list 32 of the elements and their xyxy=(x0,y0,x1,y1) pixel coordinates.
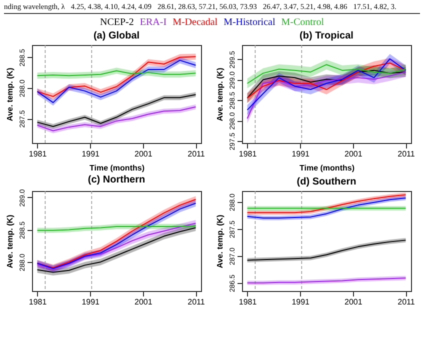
x-tick-label: 1981 xyxy=(238,150,258,158)
chart-title: (a) Global xyxy=(93,30,140,42)
x-tick-label: 1991 xyxy=(292,150,310,158)
x-tick-label: 2011 xyxy=(188,150,206,158)
text: M-Decadal xyxy=(172,17,218,28)
text: M-Historical xyxy=(224,17,276,28)
x-tick-label: 1991 xyxy=(292,298,310,306)
x-tick-label: 1981 xyxy=(28,150,48,158)
chart-title: (b) Tropical xyxy=(300,30,354,42)
x-tick-label: 2011 xyxy=(398,298,416,306)
chart-title: (d) Southern xyxy=(296,176,356,188)
x-tick-label: 1981 xyxy=(238,298,258,306)
x-axis-title: Time (months) xyxy=(300,164,355,172)
x-tick-label: 2001 xyxy=(134,150,153,158)
line-series xyxy=(246,64,406,84)
x-tick-label: 2011 xyxy=(398,150,416,158)
text: NCEP-2 xyxy=(100,17,134,28)
y-axis-title: Ave. temp. (K) xyxy=(216,214,224,268)
x-tick-label: 2001 xyxy=(344,150,363,158)
y-axis-title: Ave. temp. (K) xyxy=(216,67,224,122)
y-axis-title: Ave. temp. (K) xyxy=(6,214,14,268)
x-tick-label: 1991 xyxy=(82,150,100,158)
text: ERA-I xyxy=(140,17,167,28)
x-tick-label: 1991 xyxy=(82,298,100,306)
y-axis-title: Ave. temp. (K) xyxy=(6,67,14,122)
x-tick-label: 2001 xyxy=(134,298,153,306)
chart-title: (c) Northern xyxy=(88,174,146,186)
x-tick-label: 2001 xyxy=(344,298,363,306)
x-tick-label: 1981 xyxy=(28,298,48,306)
x-axis-title: Time (months) xyxy=(90,164,145,172)
text: M-Control xyxy=(281,17,324,28)
x-tick-label: 2011 xyxy=(188,298,206,306)
